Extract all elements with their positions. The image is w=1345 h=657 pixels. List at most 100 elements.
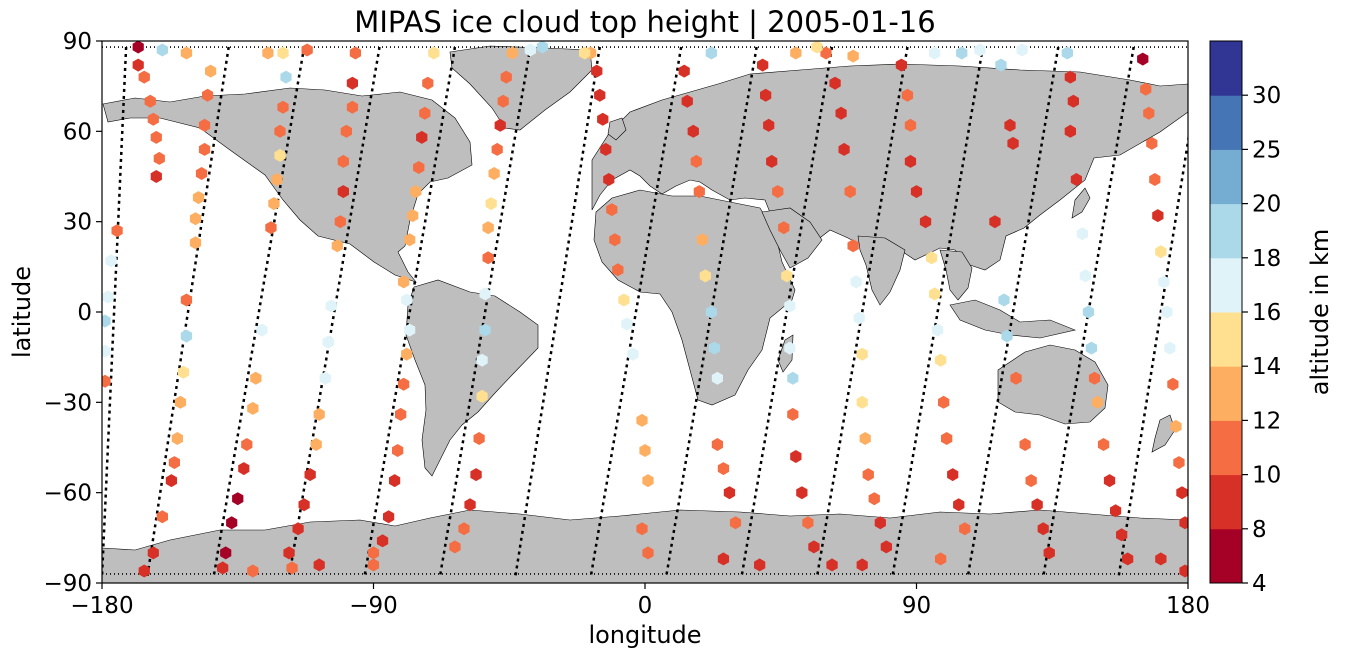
cloud-point (189, 212, 202, 226)
cloud-point (705, 305, 717, 319)
cloud-point (1179, 516, 1188, 530)
colorbar-tick-label: 4 (1252, 571, 1267, 597)
cloud-point (935, 552, 947, 566)
land-south-america (405, 279, 539, 477)
cloud-point (177, 365, 190, 379)
cloud-point (389, 474, 401, 488)
cloud-point (938, 395, 950, 409)
cloud-point (205, 64, 217, 78)
cloud-point (479, 323, 491, 337)
chart-title: MIPAS ice cloud top height | 2005-01-16 (354, 5, 935, 39)
cloud-point (787, 407, 799, 421)
colorbar-tick-label: 30 (1252, 83, 1281, 109)
cloud-point (1176, 486, 1188, 500)
cloud-point (811, 41, 823, 54)
cloud-point (111, 224, 123, 238)
cloud-point (935, 353, 947, 367)
cloud-point (627, 347, 639, 361)
cloud-point (398, 275, 410, 289)
colorbar-tick-label: 18 (1252, 246, 1281, 272)
cloud-point (180, 293, 193, 307)
cloud-point (298, 498, 310, 512)
cloud-point (1067, 94, 1079, 108)
cloud-point (280, 70, 292, 84)
cloud-point (310, 438, 322, 451)
cloud-point (1097, 438, 1110, 451)
cloud-point (591, 64, 603, 78)
cloud-point (150, 170, 162, 183)
colorbar-segment (1210, 41, 1242, 96)
cloud-point (1004, 118, 1016, 132)
cloud-point (802, 516, 814, 530)
cloud-point (416, 130, 428, 144)
cloud-point (1043, 546, 1055, 560)
cloud-point (639, 444, 651, 457)
orbit-track (966, 46, 1060, 578)
colorbar-segment (1210, 149, 1242, 205)
cloud-point (609, 233, 621, 247)
cloud-point (250, 371, 262, 385)
cloud-point (198, 142, 211, 156)
cloud-point (696, 233, 708, 247)
cloud-point (859, 432, 871, 445)
cloud-point (1103, 474, 1116, 488)
cloud-point (268, 197, 280, 211)
cloud-point (1155, 245, 1167, 259)
cloud-point (232, 492, 244, 506)
cloud-point (102, 314, 111, 328)
y-tick-label: −30 (43, 390, 92, 416)
cloud-point (153, 151, 165, 165)
x-tick-label: −90 (349, 593, 398, 619)
cloud-point (220, 546, 232, 560)
cloud-point (1076, 227, 1088, 241)
cloud-point (367, 558, 380, 572)
cloud-point (853, 311, 865, 325)
cloud-point (1085, 341, 1098, 355)
cloud-point (497, 94, 509, 108)
orbit-track (146, 46, 230, 578)
x-tick-label: −180 (70, 593, 133, 619)
cloud-point (1061, 46, 1073, 60)
cloud-point (787, 371, 799, 385)
x-axis-label: longitude (588, 621, 701, 649)
cloud-point (1170, 419, 1182, 433)
cloud-point (919, 215, 932, 229)
cloud-point (138, 70, 150, 84)
cloud-point (910, 185, 923, 199)
cloud-point (482, 251, 494, 265)
cloud-point (1164, 341, 1176, 355)
cloud-point (1146, 136, 1158, 150)
cloud-point (926, 251, 938, 265)
cloud-point (597, 112, 609, 126)
cloud-point (286, 561, 298, 575)
cloud-point (238, 462, 250, 476)
cloud-point (1031, 498, 1043, 512)
cloud-point (856, 395, 868, 409)
cloud-point (847, 49, 859, 63)
cloud-point (331, 239, 343, 253)
cloud-point (491, 142, 503, 156)
cloud-point (642, 546, 654, 560)
cloud-point (500, 70, 512, 84)
cloud-point (256, 323, 268, 337)
cloud-point (778, 221, 790, 235)
cloud-point (760, 88, 772, 102)
cloud-point (313, 407, 325, 421)
cloud-point (687, 124, 699, 138)
cloud-point (1037, 522, 1049, 536)
cloud-point (165, 474, 177, 488)
cloud-point (699, 269, 711, 283)
plot-area (102, 41, 1188, 583)
cloud-point (1019, 438, 1031, 451)
cloud-point (274, 148, 286, 162)
cloud-point (1143, 106, 1155, 120)
cloud-point (476, 353, 488, 367)
cloud-point (784, 299, 796, 313)
cloud-point (392, 444, 404, 457)
cloud-point (808, 540, 820, 554)
cloud-point (1116, 528, 1128, 542)
cloud-point (974, 43, 986, 57)
cloud-point (1082, 305, 1095, 319)
cloud-point (479, 287, 491, 301)
